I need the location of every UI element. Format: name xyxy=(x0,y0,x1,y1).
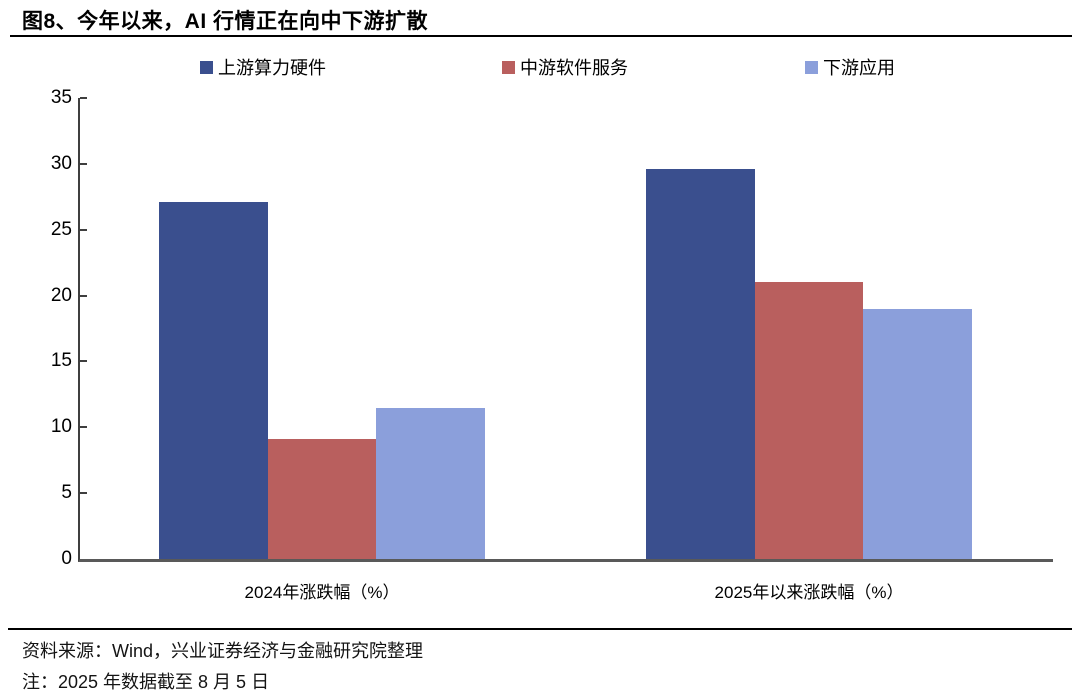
bar-series-3-group-2 xyxy=(863,308,972,559)
y-tick-label-15: 15 xyxy=(50,350,72,372)
y-tick-mark-15 xyxy=(80,360,87,363)
plot-area xyxy=(78,97,1053,562)
y-tick-label-30: 30 xyxy=(50,152,72,174)
legend-label-midstream: 中游软件服务 xyxy=(520,58,628,78)
chart-legend-item-upstream: 上游算力硬件 xyxy=(200,56,326,78)
bar-series-1-group-2 xyxy=(646,169,755,559)
legend-label-upstream: 上游算力硬件 xyxy=(218,58,326,78)
bar-series-2-group-1 xyxy=(267,439,376,559)
chart-legend-item-midstream: 中游软件服务 xyxy=(502,56,628,78)
legend-swatch-midstream-icon xyxy=(502,60,515,74)
y-tick-label-10: 10 xyxy=(50,416,72,438)
y-tick-label-5: 5 xyxy=(61,482,72,504)
y-tick-mark-10 xyxy=(80,426,87,429)
y-tick-mark-20 xyxy=(80,294,87,297)
footer-divider xyxy=(8,628,1072,630)
y-tick-mark-5 xyxy=(80,492,87,495)
chart-legend-item-downstream: 下游应用 xyxy=(805,56,895,78)
footer-note: 注：2025 年数据截至 8 月 5 日 xyxy=(22,672,270,692)
footer-source: 资料来源：Wind，兴业证券经济与金融研究院整理 xyxy=(22,641,424,661)
y-tick-mark-35 xyxy=(80,97,87,99)
y-tick-mark-25 xyxy=(80,228,87,231)
bar-series-3-group-1 xyxy=(376,407,485,559)
y-axis-labels: 0 5 10 15 20 25 30 35 xyxy=(0,87,72,569)
y-tick-label-0: 0 xyxy=(61,548,72,569)
x-axis-label-2025: 2025年以来涨跌幅（%） xyxy=(714,583,904,602)
figure-title: 图8、今年以来，AI 行情正在向中下游扩散 xyxy=(22,10,429,33)
y-tick-label-35: 35 xyxy=(50,87,72,108)
bar-series-2-group-2 xyxy=(754,282,863,559)
legend-label-downstream: 下游应用 xyxy=(823,58,895,78)
y-tick-label-25: 25 xyxy=(50,218,72,240)
y-tick-label-20: 20 xyxy=(50,284,72,306)
y-tick-mark-30 xyxy=(80,162,87,165)
bar-series-1-group-1 xyxy=(159,202,268,559)
title-underline xyxy=(10,35,1072,37)
x-axis-label-2024: 2024年涨跌幅（%） xyxy=(244,583,400,602)
legend-swatch-downstream-icon xyxy=(805,60,818,74)
legend-swatch-upstream-icon xyxy=(200,60,213,74)
